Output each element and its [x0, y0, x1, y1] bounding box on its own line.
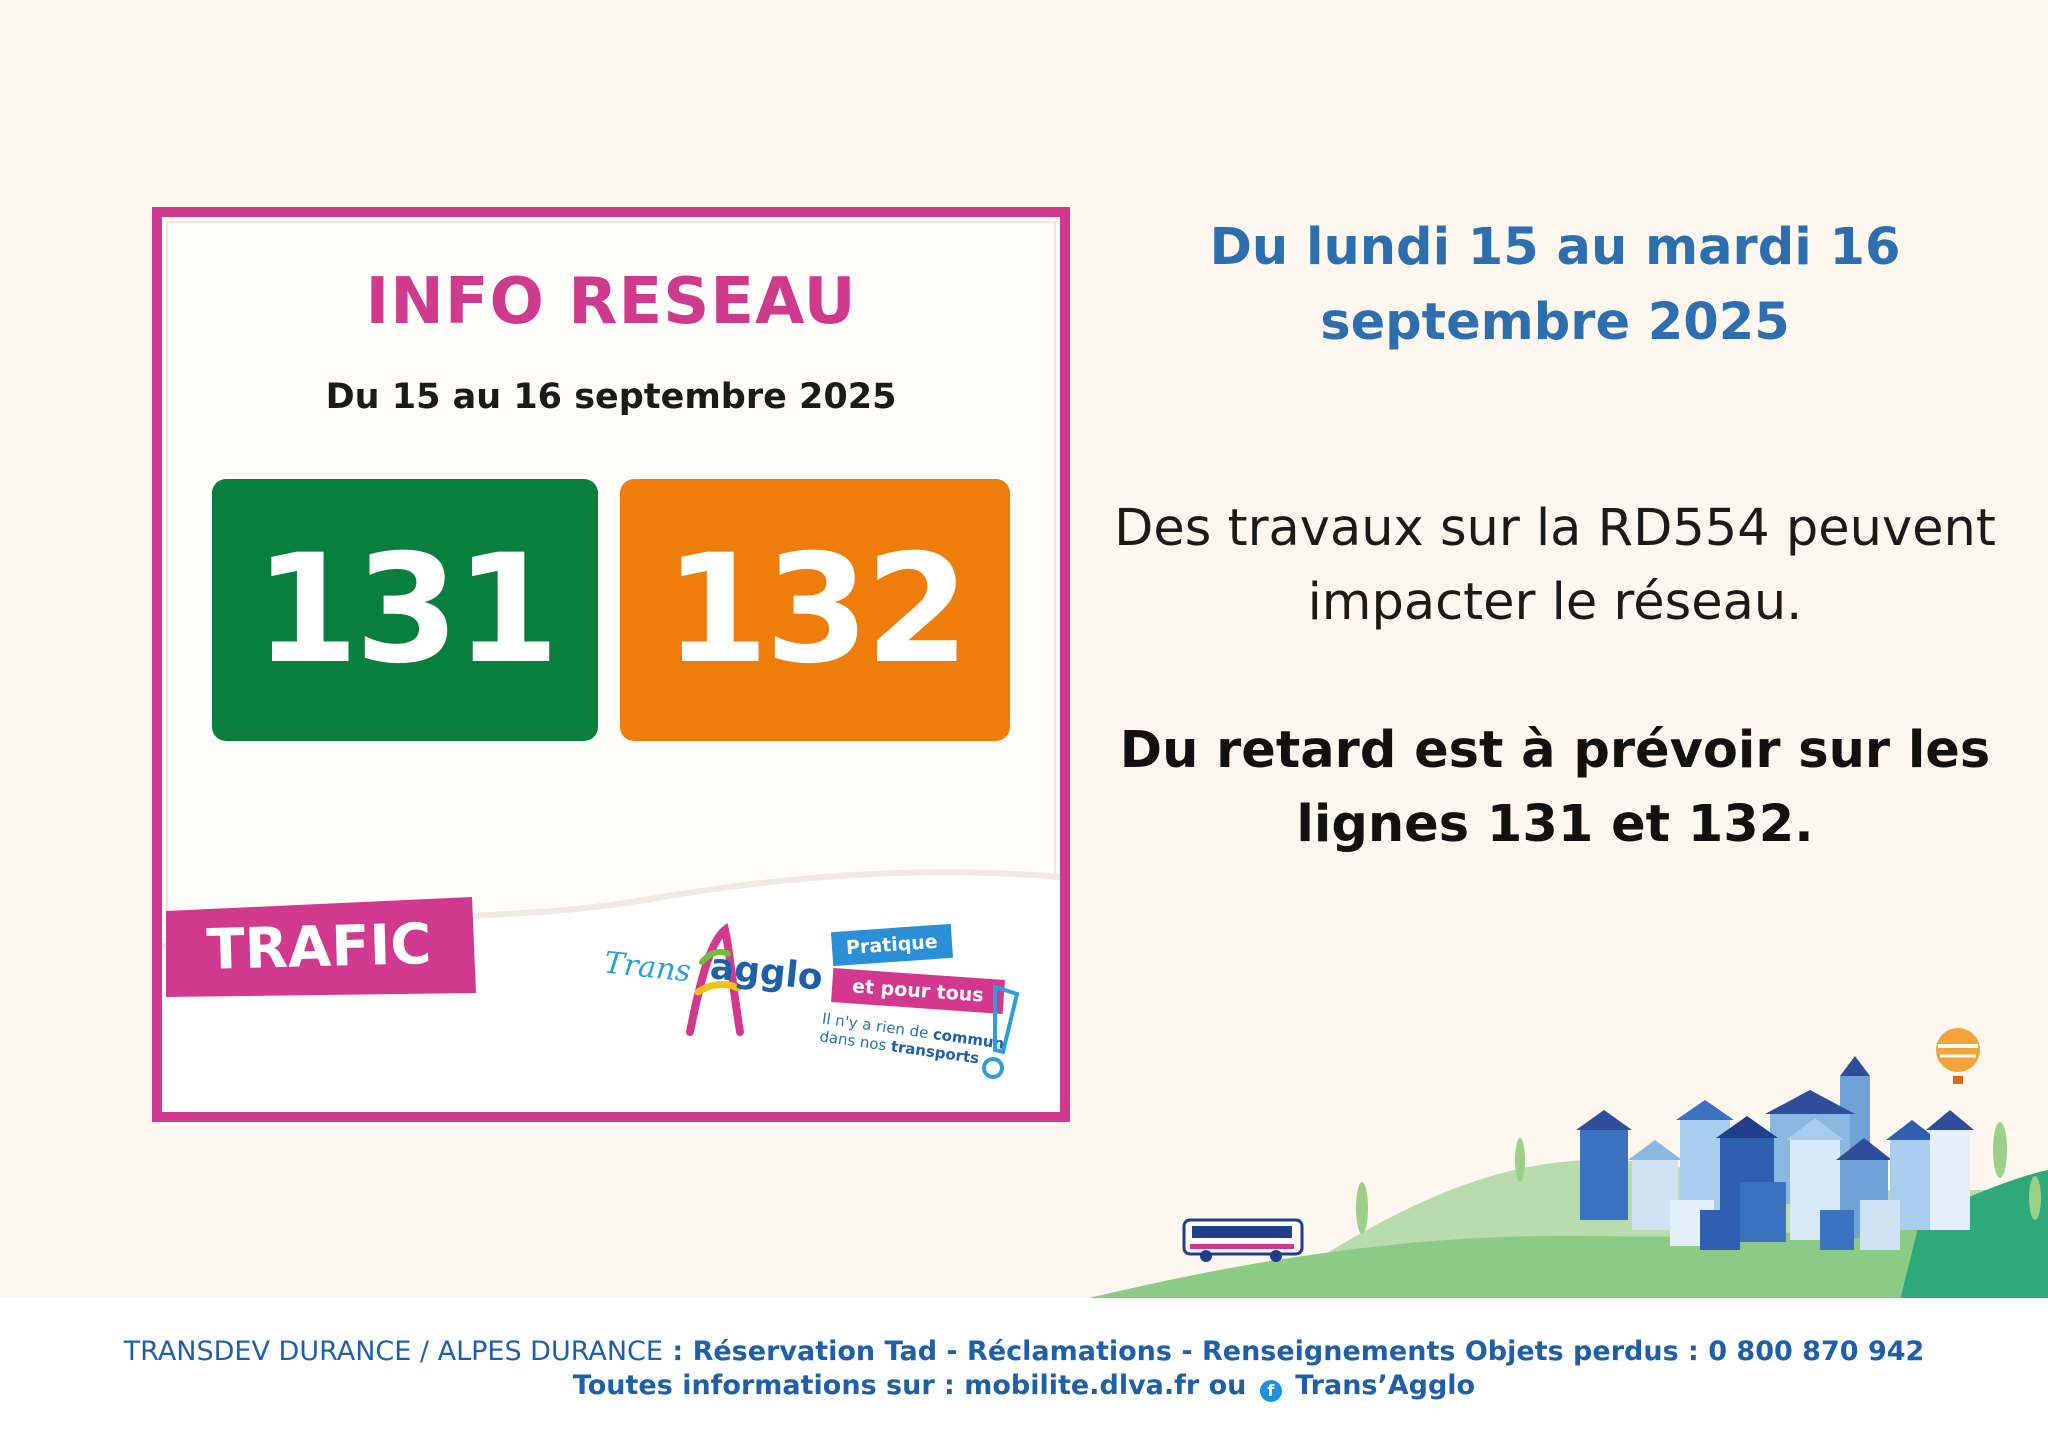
footer-facebook-name[interactable]: Trans’Agglo	[1295, 1370, 1476, 1401]
poster-title: INFO RESEAU	[365, 265, 857, 339]
footer-info-prefix[interactable]: Toutes informations sur : mobilite.dlva.…	[572, 1370, 1247, 1401]
line-badge-132: 132	[620, 479, 1010, 741]
notice-date-heading: Du lundi 15 au mardi 16 septembre 2025	[1209, 218, 1901, 352]
footer-org: TRANSDEV DURANCE / ALPES DURANCE	[123, 1336, 663, 1367]
poster-subtitle: Du 15 au 16 septembre 2025	[325, 377, 897, 417]
facebook-icon[interactable]: f	[1259, 1380, 1282, 1402]
logo-swoosh-icon	[686, 922, 744, 1036]
footer-contact-bar: TRANSDEV DURANCE / ALPES DURANCE : Réser…	[0, 1298, 2048, 1442]
notice-delay-message: Du retard est à prévoir sur les lignes 1…	[1119, 721, 1991, 854]
footer-line-services: TRANSDEV DURANCE / ALPES DURANCE : Réser…	[0, 1336, 2048, 1367]
footer-services: : Réservation Tad - Réclamations - Rense…	[662, 1336, 1925, 1367]
info-reseau-poster: INFO RESEAU Du 15 au 16 septembre 2025 1…	[152, 207, 1070, 1122]
transagglo-logo: Trans agglo Pratique et pour tous Il n'y…	[592, 922, 1052, 1112]
trafic-tag-label: TRAFIC	[205, 911, 433, 983]
logo-pill-pratique: Pratique	[830, 923, 953, 967]
trafic-tag-shape	[166, 897, 476, 997]
bus-icon	[1182, 1218, 1304, 1262]
footer-line-info: Toutes informations sur : mobilite.dlva.…	[0, 1370, 2048, 1402]
line-badge-131: 131	[212, 479, 598, 741]
notice-works-message: Des travaux sur la RD554 peuvent impacte…	[1114, 499, 1996, 632]
hot-air-balloon-icon	[1936, 1028, 1980, 1084]
exclamation-icon	[982, 984, 1020, 1079]
town-landscape-illustration	[1080, 1028, 2048, 1300]
